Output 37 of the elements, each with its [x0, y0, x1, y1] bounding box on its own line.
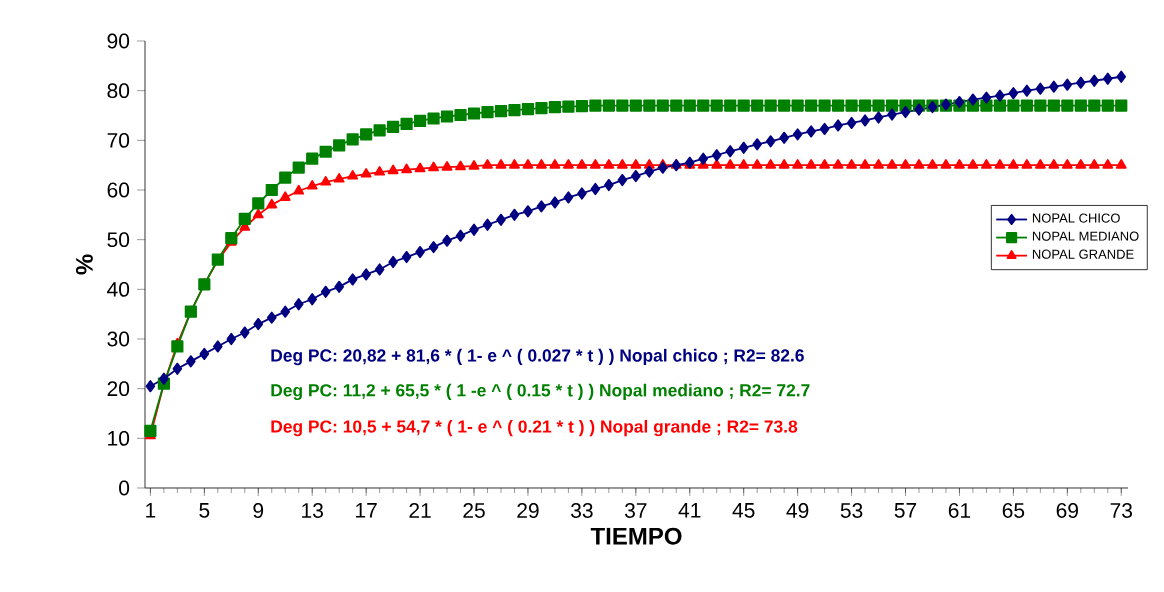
x-tick-label: 73 — [1110, 503, 1133, 518]
annotation: Deg PC: 20,82 + 81,6 * ( 1- e ^ ( 0.027 * t ) ) Nopal chico ; R2= 82.6 — [271, 348, 804, 366]
y-tick-label: 50 — [107, 232, 130, 248]
x-tick-label: 33 — [571, 503, 593, 518]
y-tick-label: 40 — [107, 281, 130, 297]
x-tick-label: 21 — [409, 503, 431, 518]
x-tick-label: 5 — [199, 503, 210, 518]
y-tick-label: 90 — [107, 33, 130, 49]
y-tick-label: 0 — [119, 480, 130, 496]
y-tick-label: 20 — [107, 381, 130, 397]
x-tick-label: 17 — [356, 503, 377, 518]
x-tick-label: 13 — [302, 503, 323, 518]
x-tick-label: 1 — [146, 503, 156, 518]
x-tick-label: 49 — [786, 503, 809, 518]
y-axis-title: % — [75, 254, 93, 275]
x-tick-label: 41 — [678, 503, 701, 518]
x-tick-label: 25 — [463, 503, 485, 518]
x-tick-label: 37 — [624, 503, 647, 518]
x-tick-label: 45 — [732, 503, 755, 518]
annotation: Deg PC: 11,2 + 65,5 * ( 1 -e ^ ( 0.15 * t ) ) Nopal mediano ; R2= 72.7 — [271, 383, 810, 401]
y-tick-label: 10 — [108, 430, 130, 446]
legend-label: NOPAL GRANDE — [1032, 249, 1134, 259]
y-tick-label: 30 — [107, 331, 130, 347]
x-tick-label: 53 — [840, 503, 863, 518]
y-tick-label: 60 — [107, 182, 130, 198]
x-tick-label: 57 — [894, 503, 917, 518]
annotation: Deg PC: 10,5 + 54,7 * ( 1- e ^ ( 0.21 * t ) ) Nopal grande ; R2= 73.8 — [271, 419, 798, 437]
x-tick-label: 61 — [948, 503, 971, 518]
y-tick-label: 80 — [107, 83, 130, 99]
x-tick-label: 65 — [1002, 503, 1025, 518]
x-tick-label: 69 — [1056, 503, 1078, 518]
y-tick-label: 70 — [107, 132, 130, 148]
legend-label: NOPAL CHICO — [1032, 213, 1120, 223]
x-tick-label: 29 — [517, 503, 539, 518]
x-axis-title: TIEMPO — [590, 527, 682, 545]
legend-label: NOPAL MEDIANO — [1032, 231, 1139, 241]
x-tick-label: 9 — [253, 503, 264, 518]
